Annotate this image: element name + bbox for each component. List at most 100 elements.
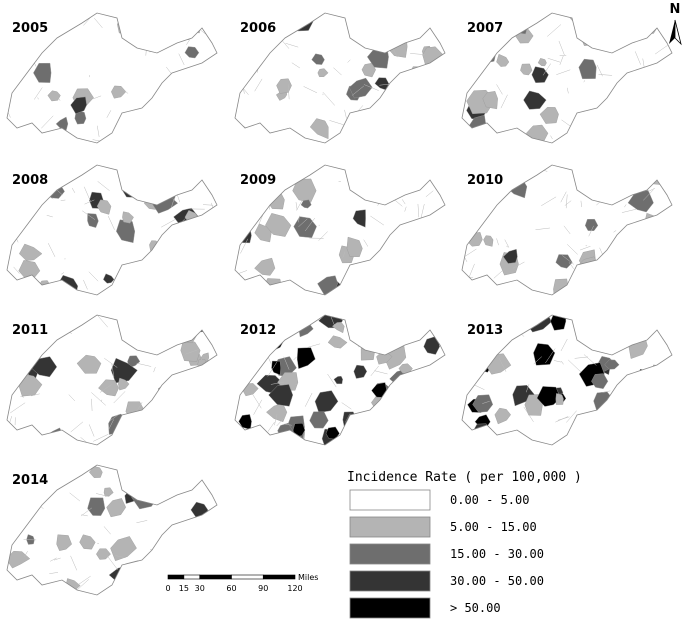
county-border bbox=[462, 137, 473, 143]
county bbox=[624, 378, 644, 401]
county-border bbox=[238, 270, 248, 274]
county-border bbox=[58, 165, 65, 171]
county-border bbox=[347, 59, 351, 63]
county bbox=[317, 68, 329, 78]
county-border bbox=[18, 44, 24, 47]
county-border bbox=[542, 63, 551, 76]
county-border bbox=[418, 407, 432, 423]
county-border bbox=[523, 406, 534, 422]
county bbox=[384, 315, 401, 339]
county-border bbox=[633, 24, 646, 28]
county bbox=[106, 498, 127, 518]
year-label: 2012 bbox=[240, 323, 276, 338]
county-border bbox=[425, 190, 434, 198]
county-border bbox=[119, 87, 129, 94]
county-border bbox=[525, 384, 530, 393]
county-border bbox=[462, 392, 463, 405]
county-border bbox=[137, 452, 146, 462]
county-border bbox=[8, 525, 10, 528]
county bbox=[110, 357, 138, 384]
county-border bbox=[18, 54, 31, 61]
county-border bbox=[473, 209, 481, 214]
county bbox=[147, 116, 162, 133]
county bbox=[96, 548, 111, 560]
county-border bbox=[363, 239, 369, 247]
county-border bbox=[178, 53, 185, 66]
county bbox=[53, 166, 64, 177]
county bbox=[369, 104, 385, 118]
county-border bbox=[10, 402, 26, 414]
county bbox=[377, 30, 390, 43]
county-border bbox=[341, 402, 352, 410]
county-border bbox=[555, 416, 569, 423]
county bbox=[254, 257, 276, 276]
county bbox=[494, 407, 511, 425]
county-border bbox=[493, 268, 505, 279]
county-border bbox=[136, 362, 152, 367]
province bbox=[7, 13, 217, 143]
county-border bbox=[469, 156, 471, 164]
county-border bbox=[408, 13, 422, 18]
county-border bbox=[568, 262, 574, 269]
county-border bbox=[351, 85, 365, 96]
county-border bbox=[75, 579, 90, 592]
county-border bbox=[253, 399, 263, 415]
county-border bbox=[342, 251, 346, 258]
county-border bbox=[145, 276, 152, 283]
north-arrow bbox=[669, 20, 675, 44]
province-border bbox=[6, 164, 218, 296]
county bbox=[133, 109, 144, 123]
year-label: 2008 bbox=[12, 173, 48, 188]
county-border bbox=[322, 91, 335, 106]
county-border bbox=[348, 123, 360, 127]
county-border bbox=[425, 13, 436, 18]
county-border bbox=[337, 341, 344, 348]
legend-label: 15.00 - 30.00 bbox=[450, 547, 544, 561]
county bbox=[415, 263, 441, 286]
county-border bbox=[566, 410, 577, 423]
county-border bbox=[64, 583, 69, 591]
county bbox=[89, 466, 103, 478]
county-border bbox=[236, 200, 243, 210]
county bbox=[122, 211, 134, 224]
county-border bbox=[340, 287, 342, 295]
county-border bbox=[49, 572, 59, 574]
county-border bbox=[104, 357, 118, 368]
county-border bbox=[409, 88, 419, 104]
county-border bbox=[270, 381, 285, 385]
county bbox=[644, 212, 660, 231]
county-border bbox=[498, 357, 507, 372]
county bbox=[652, 388, 667, 398]
county-border bbox=[659, 23, 667, 30]
county-border bbox=[173, 92, 177, 98]
county-border bbox=[106, 555, 118, 570]
county bbox=[184, 46, 200, 59]
county-border bbox=[13, 505, 28, 521]
county-border bbox=[131, 419, 141, 434]
county-border bbox=[500, 94, 508, 109]
county-border bbox=[422, 254, 434, 260]
county bbox=[70, 96, 87, 114]
county-border bbox=[136, 402, 143, 412]
county-border bbox=[109, 465, 123, 467]
county-border bbox=[64, 472, 70, 482]
county-border bbox=[235, 333, 236, 337]
county bbox=[627, 190, 654, 213]
county-border bbox=[391, 403, 404, 409]
county-border bbox=[624, 204, 627, 208]
county-border bbox=[177, 404, 193, 418]
county-border bbox=[50, 557, 57, 562]
county bbox=[188, 262, 211, 281]
province-border bbox=[461, 164, 673, 296]
province-border bbox=[6, 12, 218, 144]
county-border bbox=[55, 6, 70, 9]
county bbox=[397, 89, 413, 108]
county-border bbox=[394, 323, 396, 335]
province-border bbox=[234, 314, 446, 446]
county-border bbox=[418, 386, 426, 391]
county-border bbox=[417, 203, 420, 218]
county bbox=[19, 243, 43, 261]
county-border bbox=[631, 338, 636, 343]
county bbox=[180, 385, 209, 408]
county bbox=[483, 235, 494, 247]
